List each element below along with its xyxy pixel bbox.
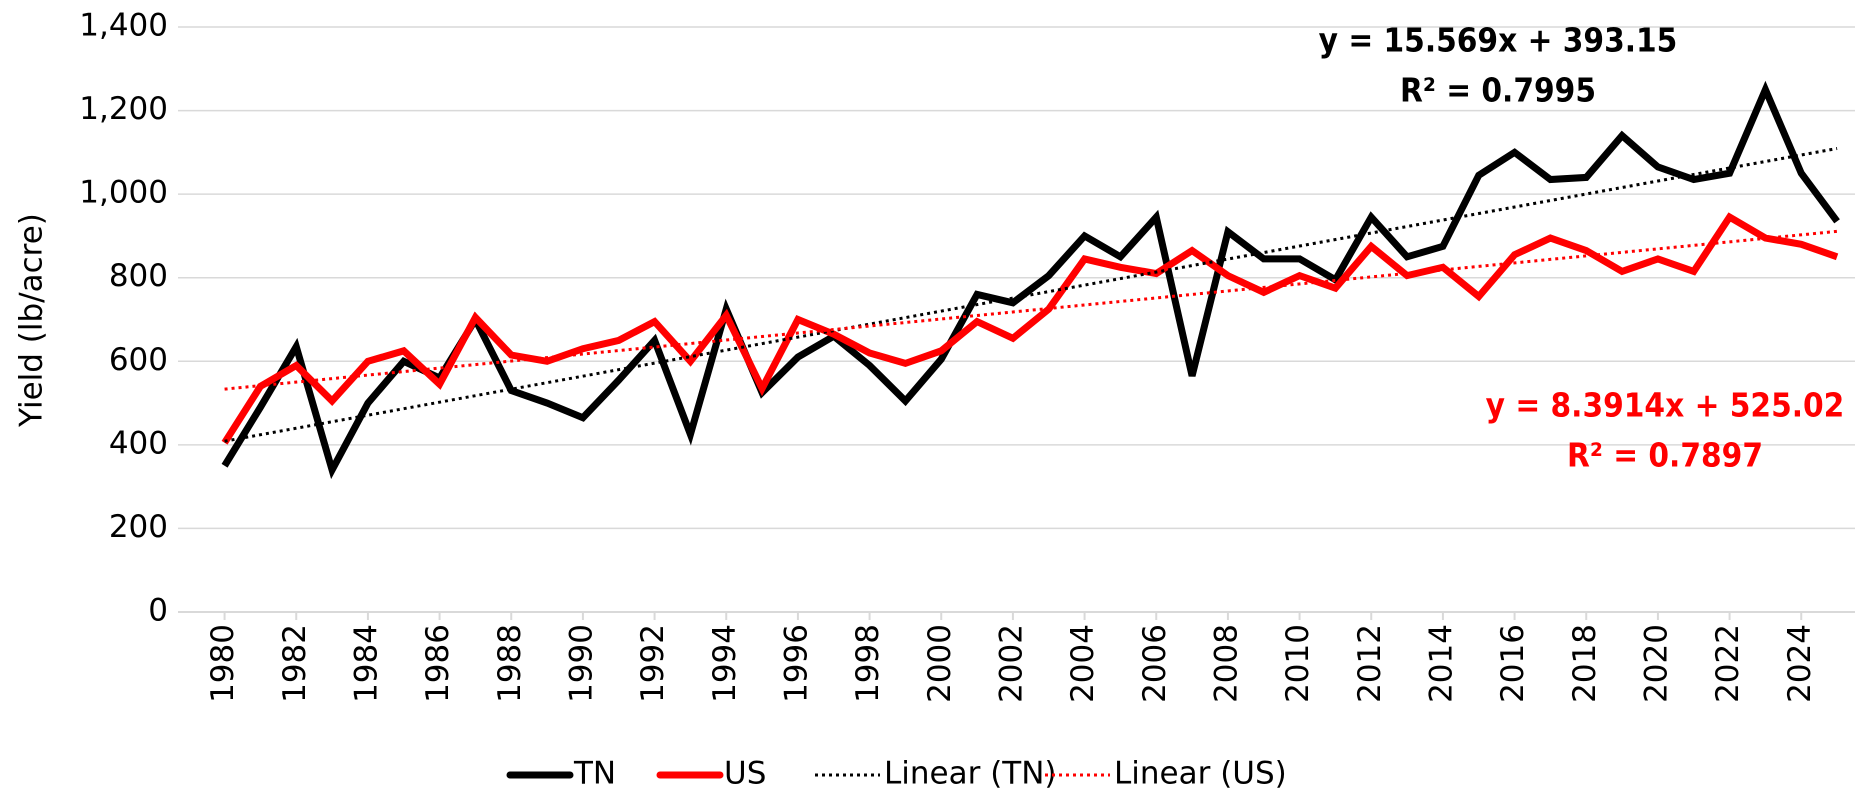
- y-tick-label: 0: [148, 593, 168, 629]
- x-tick-label: 1986: [420, 624, 456, 703]
- x-tick-label: 2000: [922, 624, 958, 703]
- x-tick-label: 1994: [707, 624, 743, 703]
- legend-label: TN: [573, 756, 616, 792]
- trend-equation: y = 15.569x + 393.15: [1319, 21, 1678, 60]
- x-tick-label: 2014: [1423, 624, 1459, 703]
- x-tick-label: 1990: [563, 624, 599, 703]
- y-tick-label: 600: [109, 342, 168, 378]
- y-tick-label: 200: [109, 509, 168, 545]
- y-tick-label: 800: [109, 258, 168, 294]
- legend-label: US: [724, 756, 766, 792]
- y-axis-title: Yield (lb/acre): [14, 213, 50, 428]
- x-tick-label: 2024: [1782, 624, 1818, 703]
- x-tick-label: 2004: [1065, 624, 1101, 703]
- x-tick-label: 2012: [1352, 624, 1388, 703]
- y-tick-label: 1,400: [79, 8, 168, 44]
- y-tick-label: 1,200: [79, 91, 168, 127]
- y-tick-label: 1,000: [79, 175, 168, 211]
- x-tick-label: 1982: [277, 624, 313, 703]
- x-tick-label: 2018: [1567, 624, 1603, 703]
- x-tick-label: 1996: [778, 624, 814, 703]
- x-tick-label: 2006: [1137, 624, 1173, 703]
- x-tick-label: 2010: [1280, 624, 1316, 703]
- legend-label: Linear (TN): [884, 756, 1057, 792]
- data-line: [221, 80, 1840, 480]
- trend-equation: R² = 0.7995: [1400, 71, 1596, 110]
- x-tick-label: 1988: [492, 624, 528, 703]
- x-tick-label: 2022: [1710, 624, 1746, 703]
- trend-equation: R² = 0.7897: [1567, 436, 1763, 475]
- y-tick-label: 400: [109, 425, 168, 461]
- x-tick-label: 1998: [850, 624, 886, 703]
- x-tick-label: 2016: [1495, 624, 1531, 703]
- x-tick-label: 2020: [1638, 624, 1674, 703]
- data-line: [221, 212, 1839, 445]
- x-tick-label: 1980: [205, 624, 241, 703]
- legend-label: Linear (US): [1114, 756, 1287, 792]
- x-tick-label: 2002: [993, 624, 1029, 703]
- x-tick-label: 2008: [1208, 624, 1244, 703]
- trend-line: [224, 146, 1838, 443]
- x-tick-label: 1984: [348, 624, 384, 703]
- x-tick-label: 1992: [635, 624, 671, 703]
- trend-equation: y = 8.3914x + 525.02: [1486, 386, 1845, 425]
